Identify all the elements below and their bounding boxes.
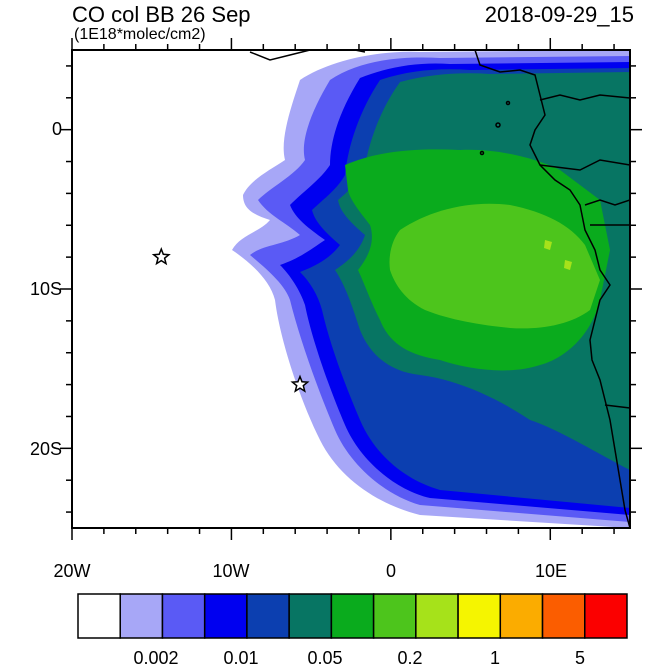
marker-layer — [151, 247, 310, 393]
plume-level-8 — [544, 240, 572, 270]
colorbar-label: 5 — [574, 648, 585, 668]
co-field — [232, 50, 630, 528]
colorbar-label: 0.002 — [133, 648, 179, 668]
y-tick-label: 10S — [29, 279, 62, 299]
colorbar-swatch — [330, 593, 375, 639]
map-title: CO col BB 26 Sep — [72, 2, 251, 27]
y-tick-label: 0 — [51, 119, 62, 139]
plume-level-7 — [389, 203, 600, 329]
units-label: (1E18*molec/cm2) — [74, 26, 206, 43]
colorbar-swatch — [288, 593, 333, 639]
colorbar-swatch — [119, 593, 164, 639]
star-west-icon — [151, 247, 171, 266]
colorbar — [77, 593, 628, 639]
map-datetime: 2018-09-29_15 — [484, 2, 634, 27]
colorbar-swatch — [541, 593, 586, 639]
axis-ticks — [60, 38, 642, 540]
x-tick-label: 10W — [212, 561, 250, 581]
colorbar-label: 0.01 — [223, 648, 259, 668]
colorbar-swatch — [584, 593, 628, 639]
colorbar-swatch — [161, 593, 206, 639]
colorbar-swatch — [77, 593, 121, 639]
star-south-icon — [290, 374, 310, 393]
colorbar-label: 0.2 — [397, 648, 423, 668]
colorbar-swatch — [203, 593, 248, 639]
colorbar-swatch — [415, 593, 459, 639]
colorbar-swatch — [499, 593, 544, 639]
colorbar-swatch — [246, 593, 290, 639]
colorbar-swatch — [457, 593, 502, 639]
colorbar-swatch — [372, 593, 417, 639]
colorbar-label: 1 — [489, 648, 500, 668]
x-tick-label: 10E — [534, 561, 568, 581]
x-tick-label: 0 — [385, 561, 396, 581]
y-tick-label: 20S — [29, 439, 62, 459]
coastline — [249, 50, 630, 528]
colorbar-label: 0.05 — [307, 648, 343, 668]
x-tick-label: 20W — [53, 561, 91, 581]
